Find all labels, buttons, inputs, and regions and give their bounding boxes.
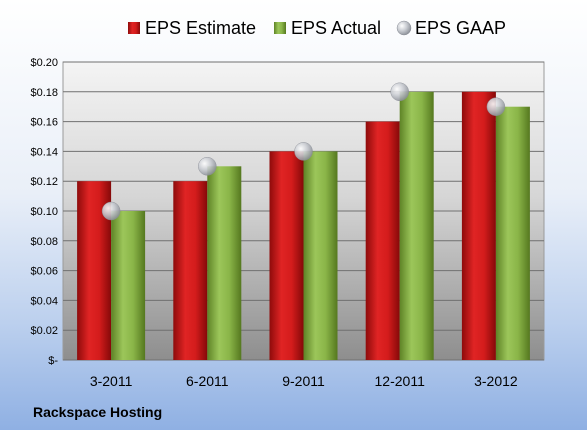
legend-label: EPS Actual: [291, 18, 381, 38]
marker-eps-gaap: [486, 97, 506, 116]
x-tick-label: 3-2011: [90, 373, 133, 389]
gaap-markers: [101, 82, 506, 221]
x-tick-label: 3-2012: [474, 373, 518, 389]
y-tick-label: $0.10: [30, 206, 58, 218]
y-tick-label: $0.06: [30, 266, 58, 278]
marker-eps-gaap: [390, 82, 409, 102]
legend-swatch-estimate: [128, 22, 140, 34]
legend-swatch-gaap: [396, 20, 412, 36]
y-tick-label: $0.02: [30, 325, 58, 337]
x-tick-label: 6-2011: [186, 373, 229, 389]
bar-eps-actual: [207, 166, 242, 360]
y-tick-label: $0.18: [30, 87, 58, 99]
y-tick-label: $0.20: [30, 57, 58, 69]
bar-eps-estimate: [461, 91, 496, 361]
y-axis-ticks: $- $0.02 $0.04 $0.06 $0.08 $0.10 $0.12 $0.14 $0.…: [30, 57, 58, 367]
bar-eps-actual: [111, 211, 146, 360]
marker-eps-gaap: [101, 201, 121, 221]
bar-eps-estimate: [173, 181, 208, 360]
y-tick-label: $0.04: [30, 295, 58, 307]
bar-eps-actual: [399, 91, 434, 361]
x-tick-label: 9-2011: [282, 373, 325, 389]
bar-eps-actual: [495, 106, 530, 360]
legend-swatch-actual: [274, 22, 286, 34]
legend-label: EPS Estimate: [145, 18, 256, 38]
marker-eps-gaap: [198, 157, 217, 176]
bar-eps-estimate: [365, 121, 400, 360]
bar-eps-actual: [303, 151, 338, 360]
y-tick-label: $-: [48, 355, 58, 367]
source-label: Rackspace Hosting: [33, 404, 162, 420]
legend-label: EPS GAAP: [415, 18, 506, 38]
legend: EPS Estimate EPS Actual EPS GAAP: [128, 18, 506, 38]
y-tick-label: $0.08: [30, 236, 58, 248]
y-tick-label: $0.14: [30, 146, 58, 158]
bar-eps-estimate: [269, 151, 304, 360]
y-tick-label: $0.12: [30, 176, 58, 188]
x-tick-label: 12-2011: [375, 373, 426, 389]
y-tick-label: $0.16: [30, 117, 58, 129]
x-axis-ticks: 3-2011 6-2011 9-2011 12-2011 3-2012: [90, 373, 518, 389]
marker-eps-gaap: [294, 142, 313, 161]
